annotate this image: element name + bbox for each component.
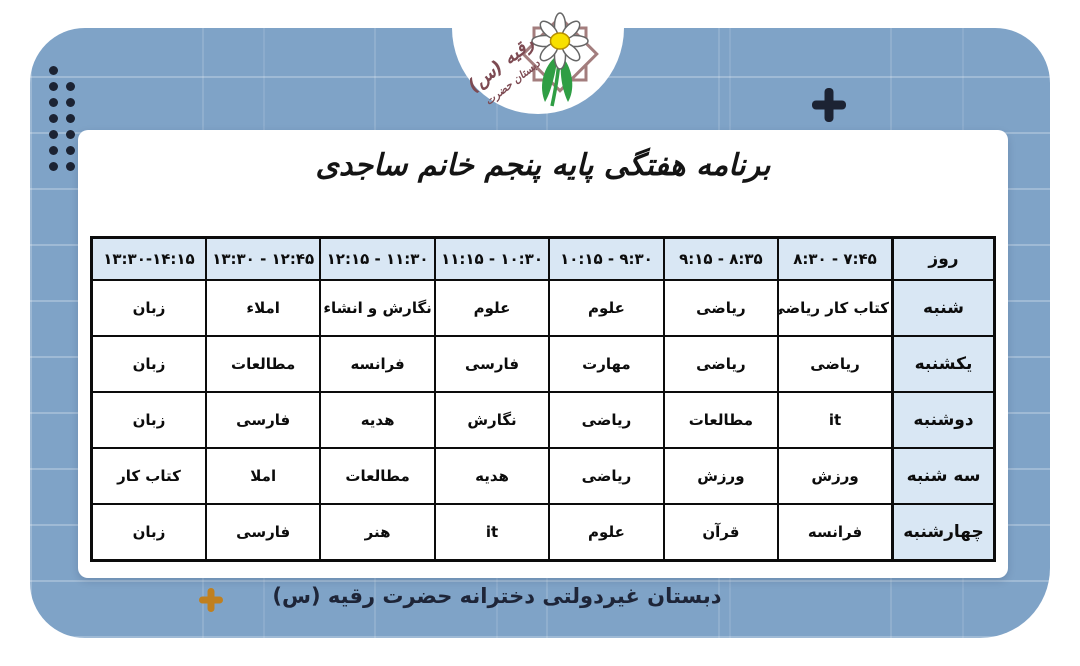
table-row: شنبه کتاب کار ریاضی ریاضی علوم علوم نگارش و ا… (90, 279, 996, 337)
subject-cell: هدیه (433, 447, 551, 505)
subject-cell: فارسی (433, 335, 551, 393)
subject-cell: it (777, 391, 894, 449)
school-logo-badge: رقیه (س) دبستان حضرت (452, 0, 624, 114)
dot-icon (66, 98, 75, 107)
dots-decoration (49, 66, 75, 171)
table-row: دوشنبه it مطالعات ریاضی نگارش هدیه فارسی زبان (90, 391, 996, 449)
subject-cell: فرانسه (777, 503, 894, 561)
school-name-caption: دبستان غیردولتی دخترانه حضرت رقیه (س) (272, 584, 722, 608)
subject-cell: زبان (90, 503, 207, 561)
dot-icon (49, 98, 58, 107)
subject-cell: علوم (433, 279, 551, 337)
dot-icon (49, 130, 58, 139)
dot-icon (66, 82, 75, 91)
subject-cell: علوم (548, 503, 665, 561)
time-header-cell: ۱۰:۳۰ - ۱۱:۱۵ (433, 236, 551, 281)
subject-cell: املاء (204, 279, 322, 337)
subject-cell: نگارش (433, 391, 551, 449)
plus-icon (199, 588, 223, 612)
daffodil-logo-icon: رقیه (س) دبستان حضرت (464, 12, 599, 108)
subject-cell: ریاضی (662, 279, 780, 337)
time-header-cell: ۱۳:۳۰-۱۴:۱۵ (90, 236, 207, 281)
subject-cell: ریاضی (548, 447, 665, 505)
day-cell: سه شنبه (891, 447, 996, 505)
table-row: چهارشنبه فرانسه قرآن علوم it هنر فارسی زبان (90, 503, 996, 561)
day-cell: دوشنبه (891, 391, 996, 449)
schedule-title: برنامه هفتگی پایه پنجم خانم ساجدی (315, 148, 771, 183)
dot-icon (49, 114, 58, 123)
dot-icon (49, 146, 58, 155)
subject-cell: علوم (548, 279, 665, 337)
subject-cell: قرآن (662, 503, 780, 561)
dot-icon (49, 162, 58, 171)
time-header-cell: ۸:۳۵ - ۹:۱۵ (662, 236, 780, 281)
dot-icon (66, 146, 75, 155)
schedule-card: برنامه هفتگی پایه پنجم خانم ساجدی روز ۷:۴… (78, 130, 1008, 578)
subject-cell: هدیه (319, 391, 436, 449)
plus-icon (812, 88, 846, 122)
dot-icon (49, 66, 58, 75)
time-header-cell: ۷:۴۵ - ۸:۳۰ (777, 236, 894, 281)
subject-cell: فارسی (204, 503, 322, 561)
subject-cell: کتاب کار (90, 447, 207, 505)
day-column-header: روز (891, 236, 996, 281)
schedule-table: روز ۷:۴۵ - ۸:۳۰ ۸:۳۵ - ۹:۱۵ ۹:۳۰ - ۱۰:۱۵ ۱۰:… (90, 236, 996, 562)
time-header-cell: ۹:۳۰ - ۱۰:۱۵ (548, 236, 665, 281)
time-header-cell: ۱۱:۳۰ - ۱۲:۱۵ (319, 236, 436, 281)
table-row: یکشنبه ریاضی ریاضی مهارت فارسی فرانسه مطالعات ز… (90, 335, 996, 393)
dot-icon (49, 82, 58, 91)
subject-cell: املا (204, 447, 322, 505)
subject-cell: مطالعات (204, 335, 322, 393)
day-cell: چهارشنبه (891, 503, 996, 561)
day-cell: یکشنبه (891, 335, 996, 393)
subject-cell: زبان (90, 391, 207, 449)
subject-cell: فرانسه (319, 335, 436, 393)
subject-cell: زبان (90, 335, 207, 393)
subject-cell: ریاضی (548, 391, 665, 449)
subject-cell: ورزش (662, 447, 780, 505)
day-cell: شنبه (891, 279, 996, 337)
subject-cell: نگارش و انشاء (319, 279, 436, 337)
subject-cell: کتاب کار ریاضی (777, 279, 894, 337)
subject-cell: ریاضی (662, 335, 780, 393)
dot-icon (66, 114, 75, 123)
dot-icon (66, 130, 75, 139)
subject-cell: زبان (90, 279, 207, 337)
subject-cell: فارسی (204, 391, 322, 449)
subject-cell: مهارت (548, 335, 665, 393)
dot-icon (66, 162, 75, 171)
subject-cell: مطالعات (662, 391, 780, 449)
time-header-cell: ۱۲:۴۵ - ۱۳:۳۰ (204, 236, 322, 281)
subject-cell: ورزش (777, 447, 894, 505)
subject-cell: مطالعات (319, 447, 436, 505)
subject-cell: ریاضی (777, 335, 894, 393)
subject-cell: هنر (319, 503, 436, 561)
subject-cell: it (433, 503, 551, 561)
table-row: سه شنبه ورزش ورزش ریاضی هدیه مطالعات املا کتاب … (90, 447, 996, 505)
